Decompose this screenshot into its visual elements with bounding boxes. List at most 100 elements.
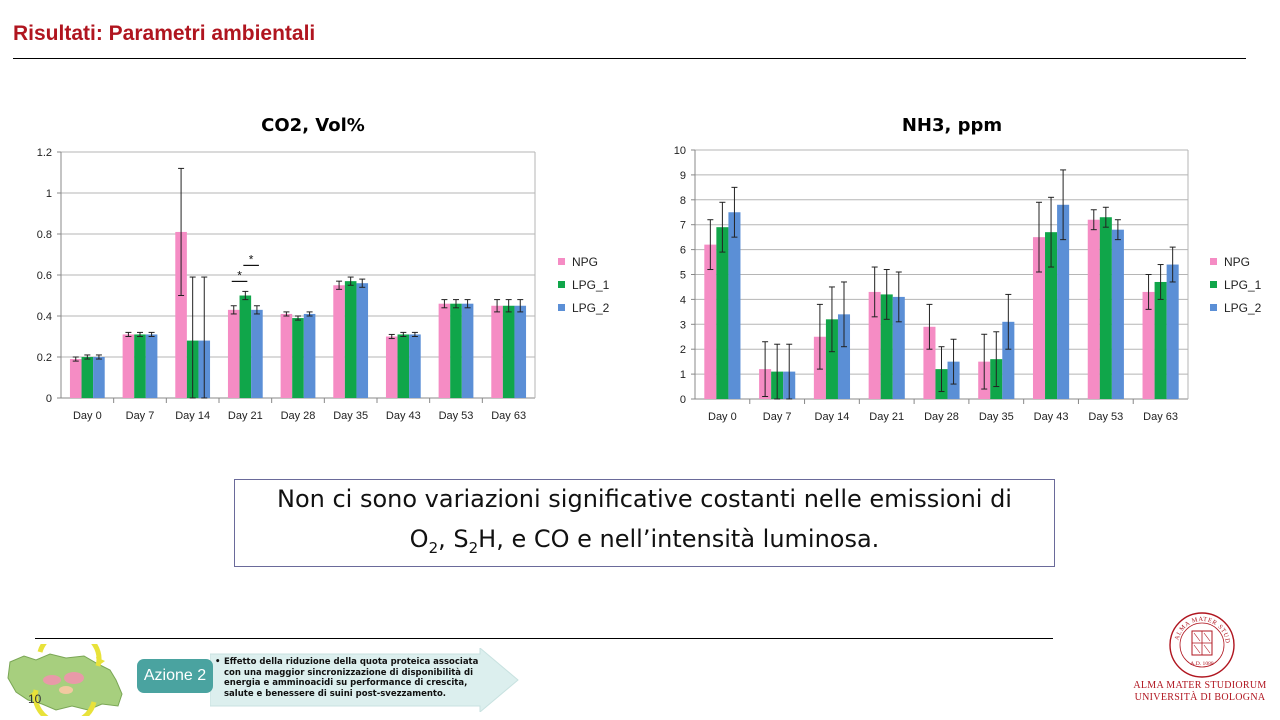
note-rest: , e CO e nell’intensità luminosa.: [496, 524, 880, 553]
note-o-sub: 2: [428, 538, 439, 557]
bar-lpg-2-day-53: [461, 303, 474, 398]
bar-lpg-2-day-63: [514, 305, 527, 398]
bar-npg-day-7: [122, 334, 135, 398]
bar-lpg-2-day-21: [892, 296, 905, 399]
legend-swatch-npg: [558, 258, 565, 265]
bar-lpg-1-day-14: [825, 319, 838, 399]
bar-npg-day-0: [704, 244, 717, 399]
legend-label-lpg-2: LPG_2: [572, 301, 610, 315]
x-tick-label: Day 43: [386, 410, 421, 422]
chart-title: CO2, Vol%: [261, 115, 365, 136]
y-tick-label: 3: [680, 319, 686, 331]
x-tick-label: Day 14: [175, 410, 210, 422]
bar-npg-day-63: [491, 305, 503, 398]
bar-lpg-1-day-63: [502, 305, 515, 398]
bar-lpg-1-day-53: [1099, 217, 1112, 399]
x-tick-label: Day 28: [924, 411, 959, 423]
note-o: O: [409, 524, 429, 553]
bar-lpg-1-day-21: [880, 294, 893, 399]
bar-npg-day-63: [1142, 291, 1155, 399]
bar-lpg-2-day-35: [1002, 321, 1015, 399]
x-tick-label: Day 28: [281, 410, 316, 422]
legend-swatch-lpg-1: [558, 281, 565, 288]
bar-lpg-1-day-28: [292, 318, 304, 398]
chart-title: NH3, ppm: [902, 115, 1002, 136]
bar-npg-day-14: [175, 231, 187, 398]
y-tick-label: 2: [680, 344, 686, 356]
bar-lpg-1-day-0: [81, 357, 94, 398]
nh3-chart: NH3, ppm 0 1 2 3 4 5 6 7 8 9 10 Day 0 Day 7 Day 14 Day …: [674, 115, 1262, 423]
x-tick-label: Day 7: [763, 411, 792, 423]
bar-npg-day-53: [1087, 219, 1100, 399]
x-tick-label: Day 35: [333, 410, 368, 422]
bar-npg-day-0: [69, 359, 82, 398]
x-tick-label: Day 53: [439, 410, 474, 422]
y-tick-label: 0.8: [37, 229, 52, 241]
title-divider: [13, 58, 1246, 59]
x-tick-label: Day 35: [979, 411, 1014, 423]
legend-label-lpg-2: LPG_2: [1224, 301, 1262, 315]
bar-lpg-2-day-21: [251, 309, 263, 398]
legend-label-lpg-1: LPG_1: [572, 278, 610, 292]
svg-text:ALMA MATER STUDIORUM: ALMA MATER STUDIORUM: [1168, 611, 1231, 644]
university-line-1: ALMA MATER STUDIORUM: [1133, 680, 1267, 691]
bar-npg-day-35: [333, 285, 345, 398]
bar-lpg-2-day-35: [356, 283, 369, 398]
y-tick-label: 0.4: [37, 311, 52, 323]
significance-marker: *: [237, 268, 242, 282]
x-tick-label: Day 21: [228, 410, 263, 422]
university-line-2: UNIVERSITÀ DI BOLOGNA: [1134, 692, 1266, 703]
y-tick-label: 6: [680, 245, 686, 257]
bar-lpg-2-day-63: [1166, 264, 1179, 399]
x-tick-label: Day 53: [1088, 411, 1123, 423]
bar-lpg-1-day-63: [1154, 281, 1167, 399]
footer-divider: [35, 638, 1053, 639]
note-sep: ,: [438, 524, 454, 553]
bar-npg-day-53: [438, 303, 451, 398]
bar-lpg-1-day-35: [344, 281, 357, 398]
note-h: H: [478, 524, 497, 553]
y-tick-label: 9: [680, 170, 686, 182]
bar-lpg-1-day-7: [134, 334, 146, 398]
legend-label-lpg-1: LPG_1: [1224, 278, 1262, 292]
x-tick-label: Day 21: [869, 411, 904, 423]
bar-lpg-2-day-14: [837, 314, 851, 399]
azione-badge: Azione 2: [137, 659, 213, 693]
university-name: ALMA MATER STUDIORUM UNIVERSITÀ DI BOLOG…: [1130, 680, 1270, 704]
bar-lpg-2-day-53: [1111, 229, 1124, 399]
legend-swatch-lpg-2: [558, 304, 565, 311]
y-tick-label: 7: [680, 220, 686, 232]
x-tick-label: Day 0: [73, 410, 102, 422]
bar-npg-day-21: [227, 309, 240, 398]
page-number: 10: [28, 692, 42, 706]
y-tick-label: 0.6: [37, 270, 52, 282]
bar-lpg-2-day-43: [409, 334, 421, 398]
x-tick-label: Day 14: [815, 411, 850, 423]
bar-npg-day-43: [1032, 237, 1046, 399]
azione-description: Effetto della riduzione della quota prot…: [214, 657, 494, 699]
y-tick-label: 1.2: [37, 147, 52, 159]
legend-swatch-lpg-2: [1210, 304, 1217, 311]
note-s-sub: 2: [468, 538, 479, 557]
y-tick-label: 4: [680, 294, 686, 306]
seal-year: A.D. 1088: [1190, 661, 1214, 667]
x-tick-label: Day 63: [491, 410, 526, 422]
bar-lpg-1-day-53: [450, 303, 462, 398]
legend-label-npg: NPG: [572, 255, 598, 269]
y-tick-label: 10: [674, 145, 686, 157]
note-box: Non ci sono variazioni significative cos…: [234, 479, 1055, 567]
bar-npg-day-43: [385, 336, 398, 398]
bar-lpg-1-day-21: [239, 295, 252, 398]
bar-lpg-2-day-43: [1057, 204, 1070, 399]
note-line-1: Non ci sono variazioni significative cos…: [277, 484, 1012, 513]
x-tick-label: Day 0: [708, 411, 737, 423]
x-tick-label: Day 63: [1143, 411, 1178, 423]
significance-marker: *: [249, 252, 254, 266]
slide-title: Risultati: Parametri ambientali: [13, 22, 316, 45]
bar-lpg-2-day-0: [93, 357, 105, 398]
bar-lpg-2-day-7: [145, 334, 158, 398]
university-seal-icon: ALMA MATER STUDIORUM A.D. 1088: [1168, 611, 1235, 678]
bar-npg-day-28: [280, 313, 293, 398]
x-tick-label: Day 43: [1034, 411, 1069, 423]
bar-lpg-2-day-0: [728, 212, 741, 399]
